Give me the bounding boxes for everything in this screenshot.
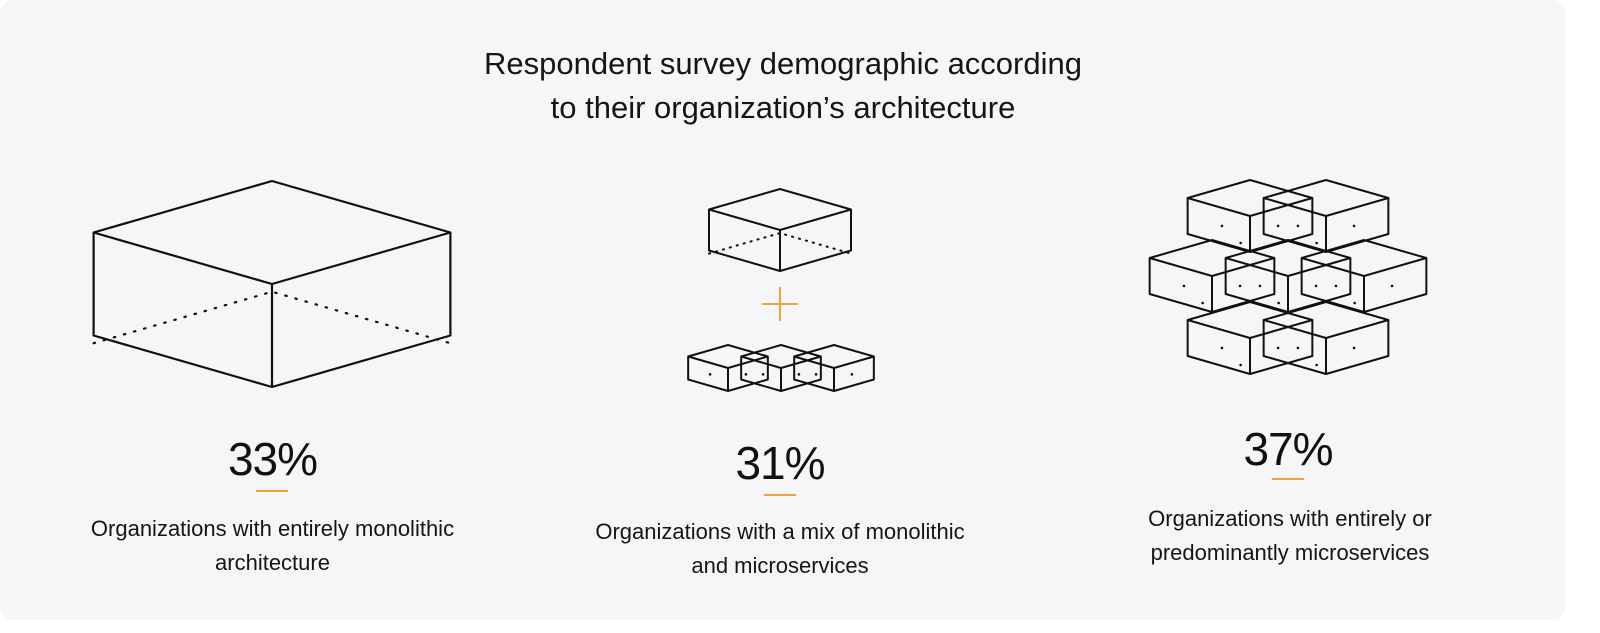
page-title: Respondent survey demographic according … [0, 42, 1566, 130]
monolithic-desc-line-2: architecture [215, 550, 330, 575]
mixed-desc-line-2: and microservices [691, 553, 869, 578]
title-line-2: to their organization’s architecture [550, 90, 1016, 125]
monolith-cube-icon [92, 179, 452, 389]
microservices-description: Organizations with entirely or predomina… [1060, 502, 1520, 570]
microservices-percent: 37% [1243, 423, 1333, 475]
monolithic-description: Organizations with entirely monolithic a… [40, 512, 505, 580]
monolith-cube [92, 179, 452, 389]
mixed-percent: 31% [735, 437, 825, 489]
microservices-desc-line-2: predominantly microservices [1150, 540, 1430, 565]
cluster-cube-6 [1186, 301, 1314, 375]
mixed-architecture-icon [687, 188, 875, 392]
microservices-desc-line-1: Organizations with entirely or [1148, 506, 1432, 531]
microservices-cluster-icon [1148, 179, 1428, 375]
microservices-underline [1272, 478, 1304, 480]
cluster-cube-7 [1262, 301, 1390, 375]
microservice-small-cube-3 [793, 344, 875, 392]
mixed-description: Organizations with a mix of monolithic a… [545, 515, 1015, 583]
monolithic-underline [256, 490, 288, 492]
mixed-underline [764, 494, 796, 496]
monolithic-desc-line-1: Organizations with entirely monolithic [90, 516, 455, 541]
mixed-desc-line-1: Organizations with a mix of monolithic [595, 519, 965, 544]
monolithic-percent: 33% [227, 433, 318, 485]
title-line-1: Respondent survey demographic according [484, 46, 1082, 81]
monolith-small-cube [707, 188, 853, 272]
infographic-card: Respondent survey demographic according … [0, 42, 1566, 583]
plus-icon [762, 287, 798, 321]
